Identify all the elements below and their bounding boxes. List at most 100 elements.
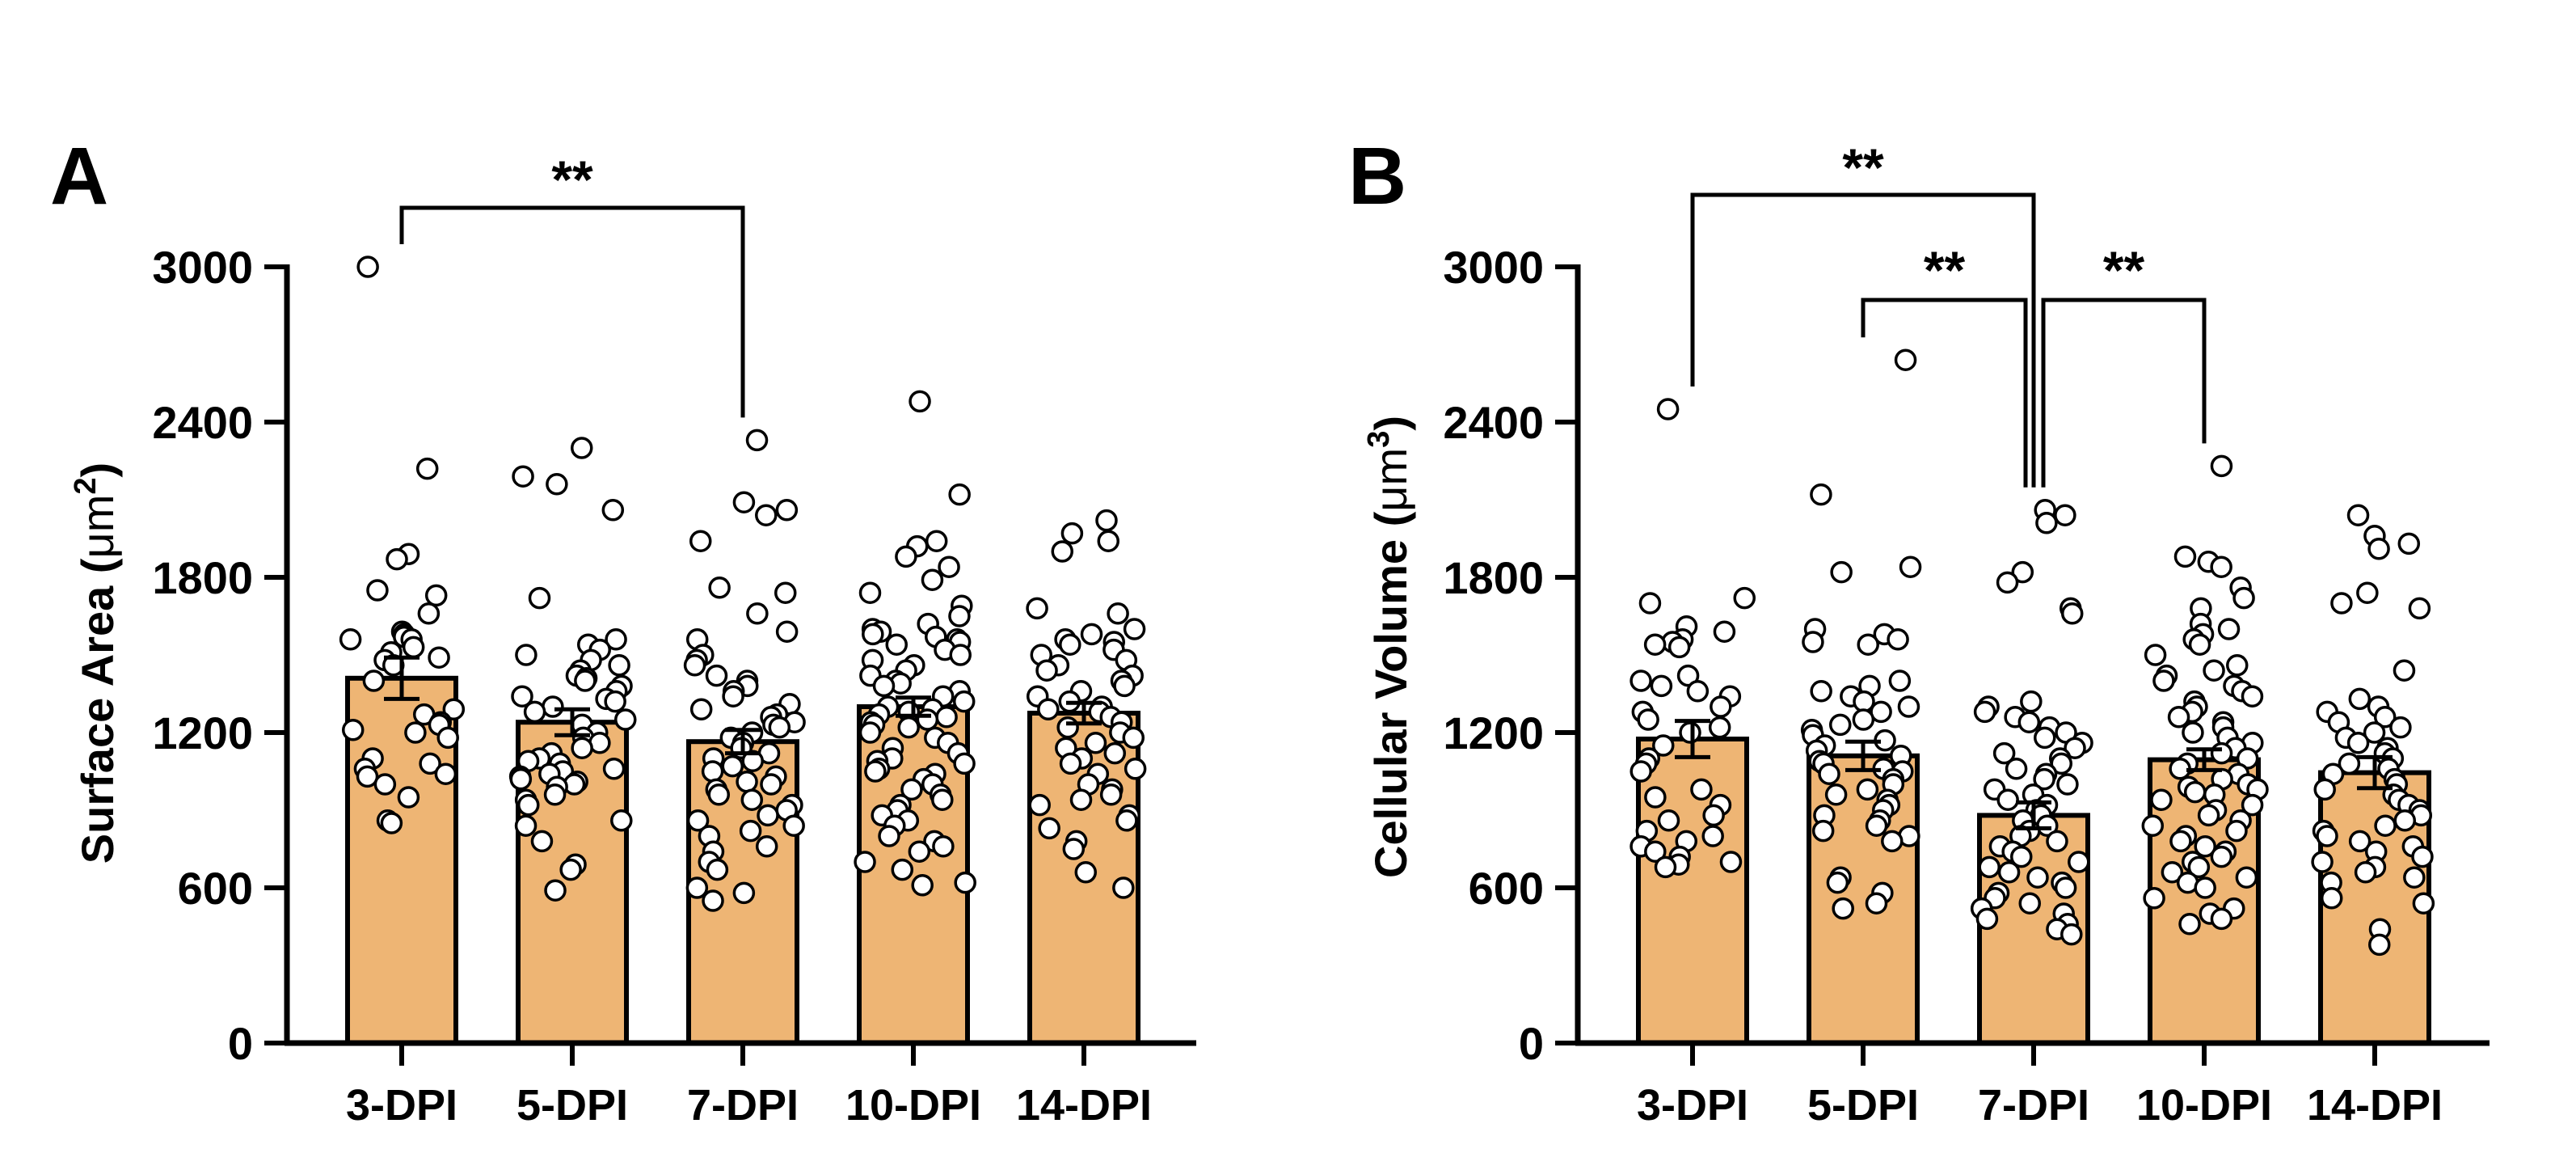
data-point [2348,830,2372,853]
data-point [1811,819,1835,843]
data-point [1856,778,1879,801]
data-point [424,584,448,607]
data-point [2054,504,2076,526]
data-point [2320,887,2343,910]
data-point [1638,592,1662,615]
data-point [689,698,713,720]
y-tick-label: 3000 [1443,242,1544,293]
data-point [862,623,884,646]
data-point [1059,633,1081,656]
data-point [705,664,728,687]
data-point [1701,825,1724,847]
data-point [1897,695,1920,718]
panel-label: A [50,131,108,222]
data-point [1830,560,1853,584]
data-point [605,628,627,651]
data-point [1996,571,2019,594]
data-point [546,473,568,496]
data-point [949,644,972,666]
data-point [2373,706,2397,729]
data-point [954,871,976,894]
data-point [2374,814,2397,837]
data-point [702,889,724,912]
data-point [1644,840,1667,863]
data-point [2169,830,2192,853]
data-point [417,602,441,625]
data-point [2143,887,2165,910]
y-ticks: 0 600 1200 1800 2400 3000 [152,242,287,1069]
data-point [1097,530,1120,552]
data-point [1657,809,1680,832]
data-point [341,719,365,741]
significance-bracket: ** [1690,137,2036,488]
data-point [1667,636,1691,659]
data-point [2152,669,2175,692]
data-point [897,716,920,739]
data-point [1992,741,2016,765]
x-tick-label: 14-DPI [2307,1081,2443,1130]
data-point [2367,933,2391,957]
data-point [528,586,551,610]
data-point [1026,597,1048,620]
significance-bracket: ** [2041,240,2207,488]
data-point [701,760,724,783]
significance-label: ** [1924,240,1966,300]
data-point [1899,555,1922,578]
data-point [2356,581,2379,604]
data-point [872,674,896,698]
data-point [1652,734,1675,757]
panel-a: A Surface Area (μm2) 0 600 1200 1800 2400 300… [50,131,1196,1130]
data-point [434,762,457,785]
data-point [1028,793,1051,817]
data-point [2316,825,2338,847]
data-point [916,708,939,731]
data-point [570,437,593,459]
data-point [858,581,882,604]
data-point [938,555,960,578]
x-ticks: 3-DPI 5-DPI 7-DPI 10-DPI 14-DPI [346,1043,1152,1130]
data-point [2210,555,2232,578]
data-point [511,685,533,707]
y-tick-label: 1800 [152,552,253,603]
data-point [610,809,633,832]
data-point [948,483,971,506]
data-point [1084,732,1107,754]
x-tick-label: 7-DPI [1978,1081,2089,1130]
data-point [402,636,425,659]
y-axis-label-main: Surface Area ( [72,558,123,864]
data-point [380,812,403,834]
data-point [900,778,923,801]
y-axis-label-unit: μm [1365,448,1416,512]
y-axis-label: Cellular Volume (μm3) [1362,416,1416,878]
y-tick-label: 2400 [1443,397,1544,448]
data-point [2232,586,2255,610]
y-ticks: 0 600 1200 1800 2400 3000 [1443,242,1578,1069]
data-point [740,788,764,811]
data-point [2183,780,2207,804]
data-point [931,788,954,811]
data-point [1973,700,1996,724]
data-point [2026,866,2049,889]
data-point [1059,752,1082,775]
data-point [339,628,362,651]
data-point [1123,618,1146,640]
data-point [739,819,762,843]
data-point [2050,752,2073,775]
panel-b: B Cellular Volume (μm3) 0 600 1200 1800 2400… [1348,131,2490,1130]
y-tick-label: 3000 [152,242,253,293]
data-point [2393,809,2417,832]
data-point [1894,348,1917,371]
y-axis-label-close: ) [1365,416,1416,431]
y-axis-label: Surface Area (μm2) [69,463,123,864]
data-point [2046,830,2068,853]
data-point [689,530,712,552]
data-point [2161,861,2184,884]
data-point [2225,819,2248,843]
data-point [736,771,758,793]
data-point [1887,628,1909,651]
data-point [1802,631,1824,653]
points [339,256,1147,912]
data-point [774,581,797,604]
x-tick-label: 5-DPI [516,1081,628,1130]
